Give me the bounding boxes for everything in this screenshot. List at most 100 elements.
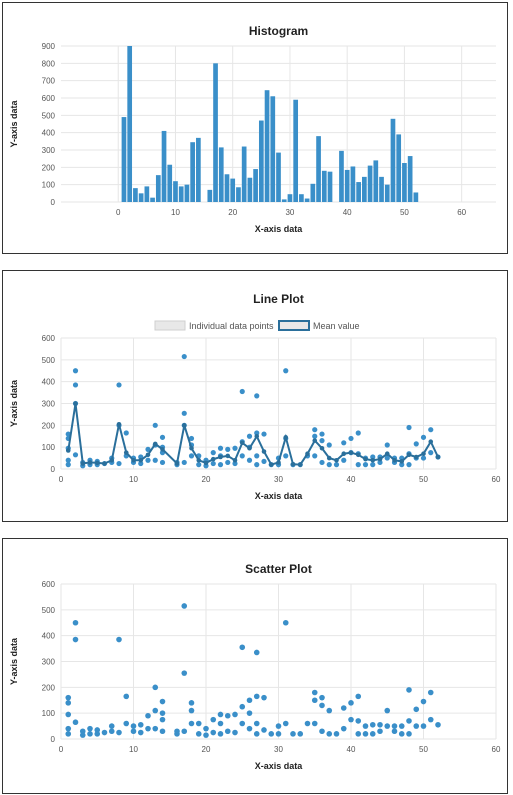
mean-point bbox=[196, 457, 202, 463]
y-tick-label: 200 bbox=[42, 163, 56, 172]
mean-point bbox=[290, 461, 296, 467]
data-point bbox=[145, 457, 151, 463]
scatter-point bbox=[210, 729, 217, 736]
data-point bbox=[312, 427, 318, 433]
mean-point bbox=[421, 451, 426, 457]
scatter-point bbox=[152, 684, 159, 691]
mean-point bbox=[392, 457, 397, 463]
histogram-bar bbox=[167, 164, 173, 202]
data-point bbox=[341, 457, 347, 463]
data-point bbox=[72, 452, 79, 458]
data-point bbox=[261, 431, 267, 437]
scatter-point bbox=[362, 731, 369, 737]
data-point bbox=[319, 438, 325, 444]
scatter-point bbox=[239, 644, 246, 651]
data-point bbox=[319, 459, 325, 466]
mean-point bbox=[276, 460, 281, 465]
line-plot-panel: Line Plot 0 100 200 300 400 500 600 0 10 20 30 40 50 6… bbox=[2, 270, 508, 522]
scatter-point bbox=[398, 731, 405, 737]
x-tick-label: 60 bbox=[492, 475, 501, 484]
x-tick-label: 0 bbox=[59, 745, 64, 754]
data-point bbox=[196, 462, 202, 468]
histogram-bar bbox=[350, 166, 356, 202]
data-point bbox=[355, 462, 361, 468]
scatter-point bbox=[224, 728, 231, 735]
legend-label-mean: Mean value bbox=[313, 321, 360, 331]
x-tick-label: 10 bbox=[129, 475, 138, 484]
data-point bbox=[232, 445, 238, 451]
data-point bbox=[319, 431, 325, 437]
scatter-point bbox=[311, 720, 318, 727]
data-point bbox=[355, 430, 361, 436]
data-point bbox=[254, 462, 260, 468]
data-point bbox=[116, 382, 122, 388]
x-axis-title: X-axis data bbox=[255, 761, 304, 771]
scatter-point bbox=[377, 728, 383, 735]
x-axis-title: X-axis data bbox=[255, 491, 304, 501]
scatter-point bbox=[391, 723, 398, 729]
mean-point bbox=[87, 460, 93, 465]
histogram-bar bbox=[133, 188, 138, 202]
y-tick-label: 400 bbox=[42, 378, 56, 387]
scatter-point bbox=[174, 731, 180, 737]
data-point bbox=[145, 446, 151, 452]
scatter-point bbox=[224, 712, 231, 719]
scatter-point bbox=[116, 636, 122, 643]
histogram-bar bbox=[396, 134, 402, 202]
histogram-bar bbox=[402, 163, 407, 202]
scatter-point bbox=[311, 689, 318, 696]
histogram-bar bbox=[190, 142, 195, 202]
data-point bbox=[254, 430, 260, 436]
scatter-point bbox=[65, 711, 72, 718]
scatter-point bbox=[246, 710, 253, 716]
data-point bbox=[254, 393, 260, 399]
scatter-point bbox=[123, 693, 130, 700]
y-tick-label: 0 bbox=[51, 465, 56, 474]
scatter-point bbox=[355, 693, 362, 700]
data-point bbox=[370, 454, 376, 460]
scatter-point bbox=[253, 720, 260, 727]
mean-point bbox=[297, 462, 303, 467]
data-point bbox=[428, 450, 434, 456]
histogram-bar bbox=[264, 90, 270, 202]
scatter-point bbox=[65, 694, 72, 701]
data-point bbox=[188, 453, 195, 459]
data-point bbox=[239, 388, 245, 395]
scatter-point bbox=[362, 723, 369, 729]
scatter-point bbox=[275, 723, 282, 729]
y-tick-label: 800 bbox=[42, 59, 56, 68]
y-tick-label: 200 bbox=[42, 421, 56, 430]
data-point bbox=[341, 440, 347, 446]
data-point bbox=[246, 457, 253, 463]
mean-point bbox=[413, 454, 419, 460]
y-tick-label: 0 bbox=[51, 735, 56, 744]
scatter-point bbox=[108, 728, 115, 735]
mean-point bbox=[174, 461, 180, 466]
histogram-bar bbox=[241, 146, 247, 202]
mean-point bbox=[232, 457, 238, 463]
scatter-point bbox=[181, 728, 188, 735]
histogram-bar bbox=[236, 187, 241, 202]
mean-point bbox=[261, 449, 267, 454]
scatter-point bbox=[435, 721, 441, 728]
data-point bbox=[261, 458, 267, 464]
mean-point bbox=[341, 451, 347, 457]
scatter-point bbox=[355, 731, 362, 737]
histogram-chart: Histogram 0 100 200 300 400 500 600 700 800 900 0 10… bbox=[9, 24, 496, 234]
scatter-point bbox=[195, 731, 202, 737]
x-tick-label: 20 bbox=[202, 745, 211, 754]
scatter-point bbox=[369, 721, 376, 728]
scatter-point bbox=[319, 728, 325, 735]
scatter-point bbox=[239, 720, 246, 727]
x-tick-label: 0 bbox=[116, 208, 121, 217]
histogram-bar bbox=[413, 192, 419, 202]
data-point bbox=[152, 422, 158, 428]
y-tick-label: 100 bbox=[42, 181, 56, 190]
x-tick-label: 40 bbox=[347, 475, 356, 484]
histogram-bar bbox=[196, 137, 201, 202]
scatter-point bbox=[290, 731, 296, 737]
scatter-point bbox=[384, 723, 391, 729]
histogram-bar bbox=[161, 130, 167, 202]
histogram-bar bbox=[178, 186, 184, 202]
histogram-bar bbox=[373, 160, 379, 202]
